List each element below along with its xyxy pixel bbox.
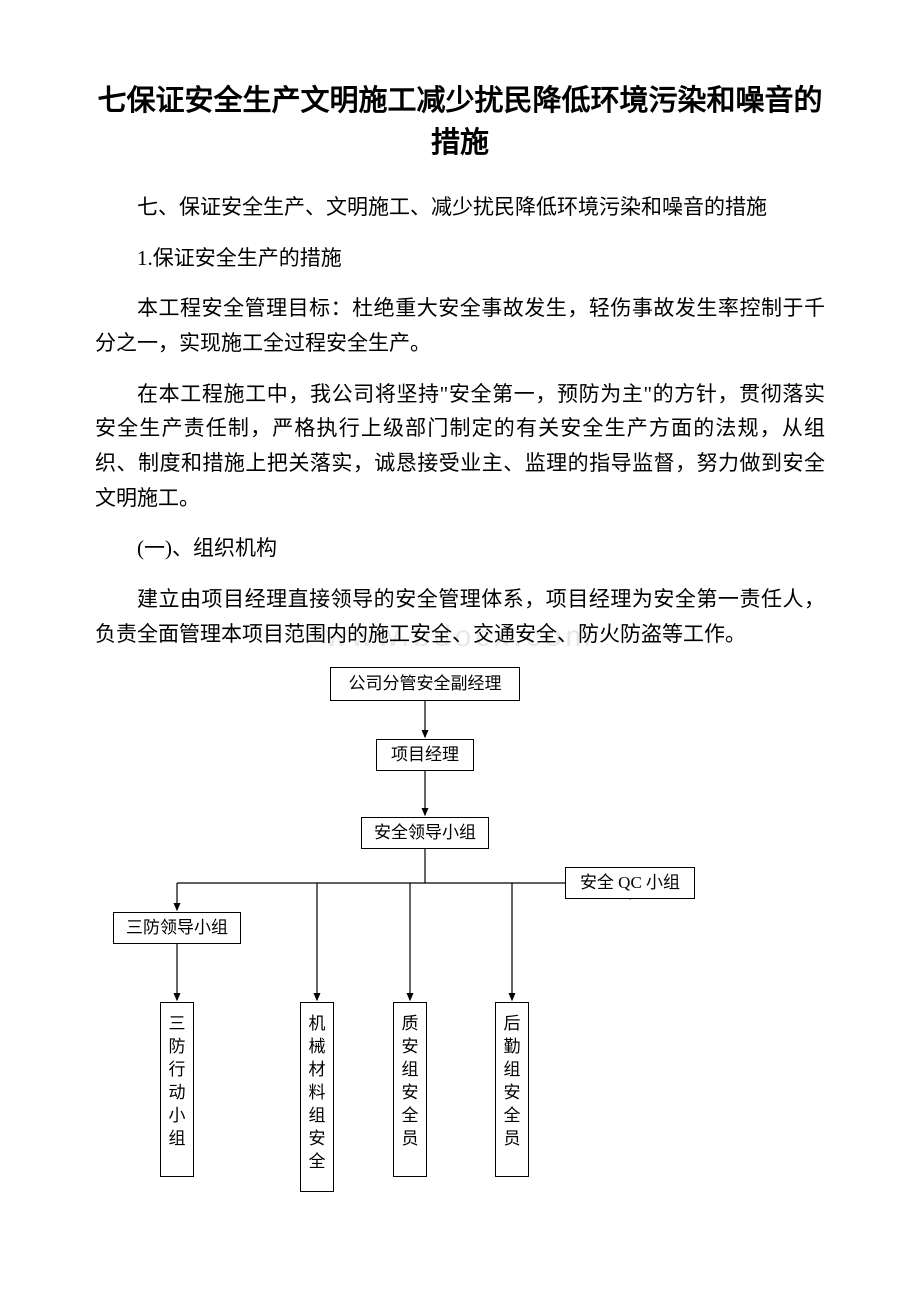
paragraph-4: 在本工程施工中，我公司将坚持"安全第一，预防为主"的方针，贯彻落实安全生产责任制… (95, 377, 825, 516)
vbox-label: 三防行动小组 (169, 1014, 186, 1148)
node-three-defense-action: 三防行动小组 (160, 1002, 194, 1177)
node-logistics-safety: 后勤组安全员 (495, 1002, 529, 1177)
node-quality-safety: 质安组安全员 (393, 1002, 427, 1177)
vbox-label: 质安组安全员 (402, 1014, 419, 1148)
node-project-manager: 项目经理 (376, 739, 474, 771)
org-flowchart: 公司分管安全副经理 项目经理 安全领导小组 安全 QC 小组 三防领导小组 三防… (95, 667, 825, 1197)
paragraph-1: 七、保证安全生产、文明施工、减少扰民降低环境污染和噪音的措施 (95, 190, 825, 225)
node-company-vp: 公司分管安全副经理 (330, 667, 520, 701)
node-safety-lead-group: 安全领导小组 (361, 817, 489, 849)
paragraph-3: 本工程安全管理目标：杜绝重大安全事故发生，轻伤事故发生率控制于千分之一，实现施工… (95, 291, 825, 360)
document-title: 七保证安全生产文明施工减少扰民降低环境污染和噪音的措施 (95, 80, 825, 164)
paragraph-2: 1.保证安全生产的措施 (95, 241, 825, 276)
node-machinery-materials: 机械材料组安全 (300, 1002, 334, 1192)
node-safety-qc-group: 安全 QC 小组 (565, 867, 695, 899)
vbox-label: 机械材料组安全 (309, 1014, 326, 1171)
paragraph-5: (一)、组织机构 (95, 531, 825, 566)
document-content: 七保证安全生产文明施工减少扰民降低环境污染和噪音的措施 七、保证安全生产、文明施… (95, 80, 825, 1197)
vbox-label: 后勤组安全员 (504, 1014, 521, 1148)
node-three-defense-lead: 三防领导小组 (113, 912, 241, 944)
paragraph-6: 建立由项目经理直接领导的安全管理体系，项目经理为安全第一责任人，负责全面管理本项… (95, 582, 825, 651)
